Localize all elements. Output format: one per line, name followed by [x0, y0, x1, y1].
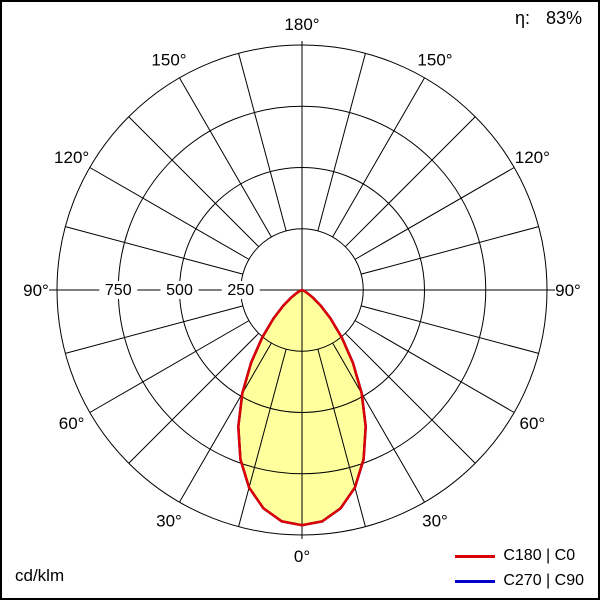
polar-spoke [332, 77, 425, 238]
angle-label: 150° [417, 51, 452, 70]
angle-label: 60° [59, 414, 85, 433]
legend-line-red [455, 554, 496, 558]
polar-spoke [179, 77, 272, 238]
polar-spoke [332, 342, 425, 503]
polar-spoke [354, 167, 515, 260]
angle-label: 150° [151, 51, 186, 70]
legend-line-blue [455, 579, 496, 583]
polar-spoke [65, 305, 243, 354]
legend: C180 | C0 C270 | C90 [455, 547, 584, 590]
polar-spoke [344, 116, 476, 248]
polar-spoke [344, 332, 476, 464]
angle-label: 90° [23, 281, 49, 300]
legend-label: C180 | C0 [503, 547, 576, 564]
angle-label: 120° [515, 148, 550, 167]
polar-spoke [361, 226, 539, 275]
angle-label: 0° [294, 547, 310, 566]
unit-label: cd/klm [15, 566, 65, 585]
polar-spoke [89, 320, 250, 413]
polar-spoke [128, 332, 260, 464]
polar-spoke [317, 53, 366, 231]
angle-label: 30° [156, 511, 182, 530]
polar-spoke [65, 226, 243, 275]
ring-value-label: 250 [227, 282, 254, 299]
efficiency-readout: η: 83% [515, 8, 582, 29]
ring-label-bg [160, 281, 199, 299]
polar-spoke [361, 305, 539, 354]
ring-label-bg [99, 281, 138, 299]
ring-value-label: 750 [105, 282, 132, 299]
angle-label: 30° [422, 511, 448, 530]
polar-spoke [317, 349, 366, 527]
legend-label: C270 | C90 [503, 572, 584, 589]
polar-spoke [238, 349, 287, 527]
polar-spoke [354, 320, 515, 413]
angle-label: 120° [54, 148, 89, 167]
polar-spoke [238, 53, 287, 231]
angle-label: 90° [555, 281, 581, 300]
polar-spoke [179, 342, 272, 503]
angle-label: 60° [520, 414, 546, 433]
polar-spoke [128, 116, 260, 248]
polar-spoke [89, 167, 250, 260]
ring-label-bg [221, 281, 260, 299]
efficiency-label: η: [514, 8, 530, 28]
intensity-curve-c0-c180 [237, 288, 367, 527]
legend-item-c90: C270 | C90 [455, 572, 584, 590]
ring-value-label: 500 [166, 282, 193, 299]
angle-label: 180° [284, 15, 319, 34]
efficiency-value: 83% [545, 8, 582, 28]
legend-item-c0: C180 | C0 [455, 547, 584, 565]
